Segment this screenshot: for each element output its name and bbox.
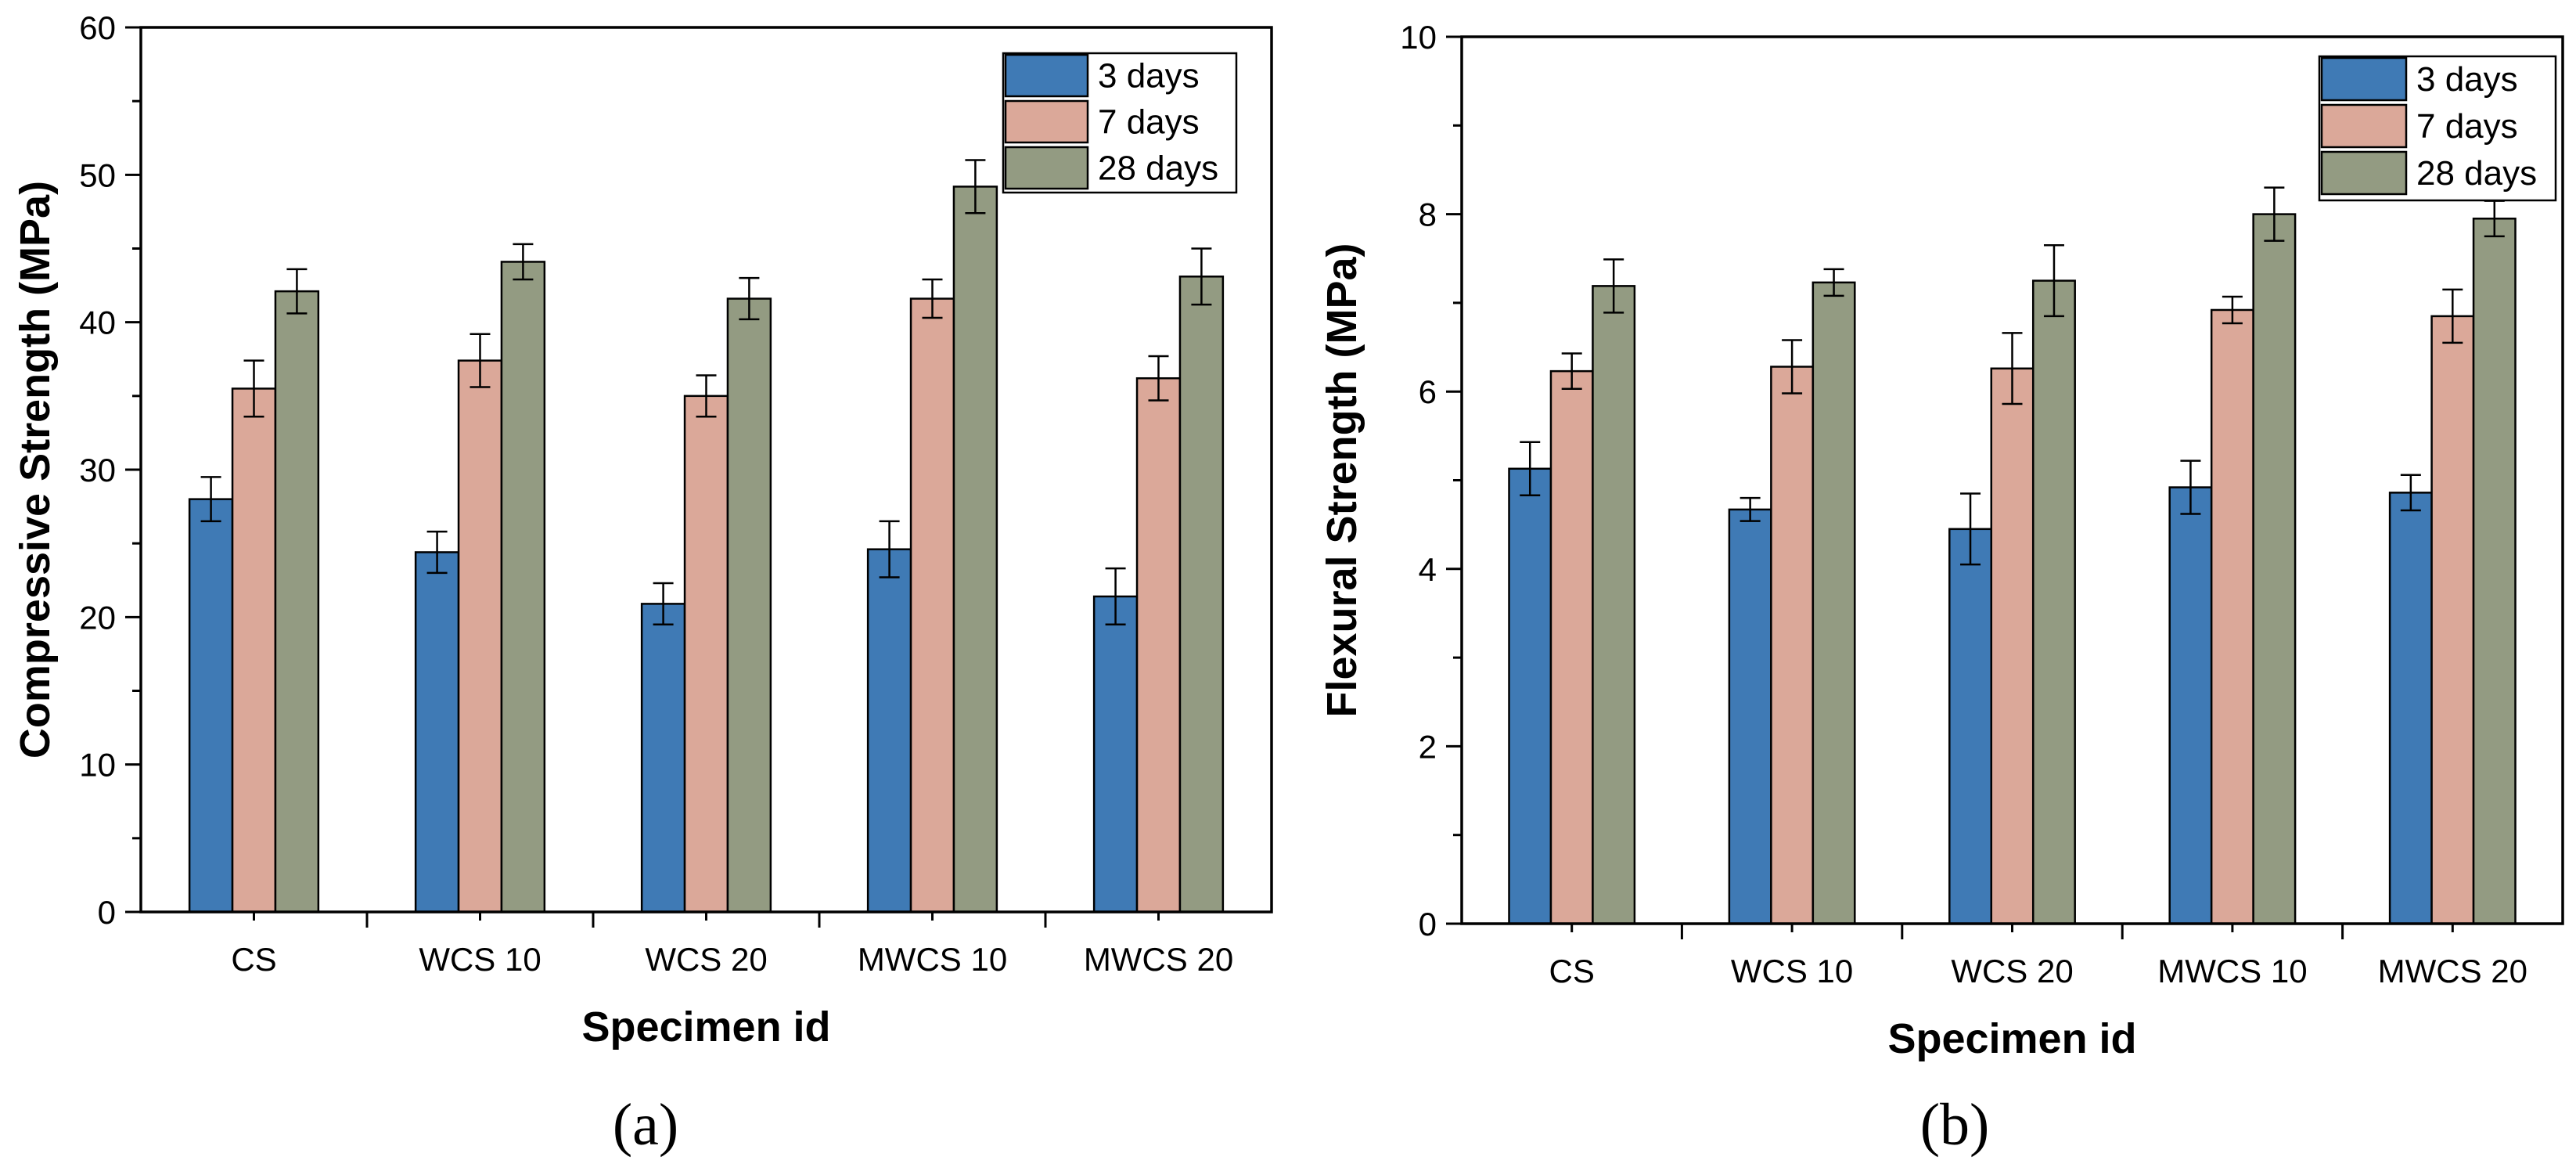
panel-label: (a)	[613, 1092, 678, 1158]
legend-label: 28 days	[1098, 150, 1218, 188]
y-tick-label: 2	[1419, 728, 1437, 765]
y-tick-label: 0	[98, 894, 116, 931]
bar-28-days-WCS-10	[500, 261, 546, 914]
legend-label: 3 days	[1098, 57, 1200, 95]
x-tick-label: CS	[231, 941, 276, 978]
plot-frame	[1460, 35, 2564, 925]
y-axis-label: Compressive Strength (MPa)	[12, 181, 59, 759]
legend-label: 7 days	[2416, 107, 2518, 146]
y-tick-label: 50	[79, 157, 116, 193]
y-tick-label: 60	[79, 9, 116, 46]
legend-swatch	[2320, 150, 2408, 196]
bar-28-days-MWCS-10	[2252, 213, 2297, 925]
x-tick-label: MWCS 20	[2378, 953, 2527, 989]
y-tick-label: 8	[1419, 196, 1437, 233]
y-tick-label: 0	[1419, 906, 1437, 942]
legend-swatch	[1004, 99, 1089, 144]
x-tick-label: MWCS 10	[2157, 953, 2307, 989]
x-tick-label: CS	[1549, 953, 1595, 989]
bar-28-days-MWCS-20	[1178, 276, 1225, 914]
bar-3-days-MWCS-10	[866, 548, 912, 914]
panel-label: (b)	[1920, 1092, 1990, 1158]
y-tick-label: 10	[1400, 19, 1437, 56]
panel-a-compressive-chart: 0 10 20 30 40 50 60 CS WCS 10 WCS 20 MWCS 10 MWCS 2…	[12, 9, 1273, 1158]
bar-28-days-CS	[1592, 285, 1636, 925]
x-axis-label: Specimen id	[1887, 1015, 2136, 1062]
bar-3-days-WCS-10	[1728, 508, 1772, 925]
legend-swatch	[1004, 53, 1089, 98]
bar-7-days-WCS-20	[1990, 367, 2035, 925]
plot-frame	[139, 26, 1273, 914]
bar-3-days-MWCS-10	[2168, 486, 2213, 925]
legend-swatch	[1004, 146, 1089, 190]
bar-28-days-MWCS-10	[952, 186, 998, 914]
bar-7-days-WCS-10	[457, 359, 503, 914]
bar-7-days-MWCS-20	[2430, 315, 2475, 925]
y-tick-label: 4	[1419, 551, 1437, 588]
x-tick-label: WCS 10	[419, 941, 541, 978]
bar-3-days-WCS-20	[1948, 528, 1993, 925]
bar-28-days-WCS-20	[726, 297, 772, 914]
y-tick-label: 6	[1419, 373, 1437, 410]
legend: 3 days 7 days 28 days	[1002, 52, 1238, 194]
bar-3-days-CS	[188, 498, 234, 914]
y-tick-label: 10	[79, 747, 116, 784]
bar-7-days-WCS-20	[683, 395, 729, 914]
bar-7-days-WCS-10	[1770, 366, 1815, 925]
bar-28-days-WCS-20	[2031, 279, 2076, 925]
y-axis-label: Flexural Strength (MPa)	[1319, 243, 1365, 717]
bar-3-days-MWCS-20	[1092, 595, 1139, 914]
bar-7-days-MWCS-10	[2210, 308, 2254, 925]
x-tick-label: WCS 20	[1951, 953, 2073, 989]
bar-7-days-MWCS-20	[1135, 377, 1182, 914]
bar-7-days-MWCS-10	[909, 297, 955, 914]
x-tick-label: WCS 10	[1731, 953, 1853, 989]
bar-3-days-WCS-20	[640, 603, 686, 914]
bar-3-days-CS	[1508, 467, 1552, 925]
legend-label: 7 days	[1098, 103, 1200, 142]
legend: 3 days 7 days 28 days	[2318, 55, 2557, 202]
x-tick-label: WCS 20	[645, 941, 767, 978]
legend-label: 28 days	[2416, 154, 2537, 193]
x-tick-label: MWCS 10	[858, 941, 1007, 978]
bar-7-days-CS	[231, 387, 277, 914]
bar-28-days-WCS-10	[1811, 281, 1856, 925]
panel-b-flexural-chart: 0 2 4 6 8 10 CS WCS 10 WCS 20 MWCS 10 MWCS 20 Flexu…	[1319, 19, 2564, 1158]
y-tick-label: 40	[79, 305, 116, 341]
y-tick-label: 30	[79, 452, 116, 488]
bar-28-days-MWCS-20	[2472, 218, 2517, 925]
x-tick-label: MWCS 20	[1084, 941, 1233, 978]
bar-7-days-CS	[1549, 369, 1594, 925]
x-axis-label: Specimen id	[581, 1004, 830, 1050]
y-tick-label: 20	[79, 599, 116, 636]
legend-swatch	[2320, 56, 2408, 102]
legend-label: 3 days	[2416, 60, 2518, 99]
bar-28-days-CS	[274, 290, 320, 914]
bar-3-days-MWCS-20	[2388, 492, 2433, 925]
bar-3-days-WCS-10	[414, 551, 460, 914]
legend-swatch	[2320, 103, 2408, 149]
